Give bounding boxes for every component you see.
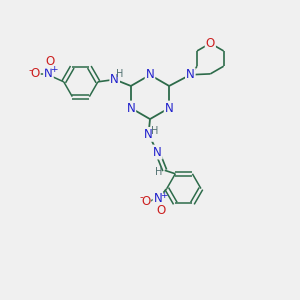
Text: -: - xyxy=(28,65,32,75)
Text: O: O xyxy=(45,55,55,68)
Text: +: + xyxy=(160,191,168,200)
Text: -: - xyxy=(139,192,143,202)
Text: N: N xyxy=(165,101,173,115)
Text: N: N xyxy=(144,128,153,141)
Text: N: N xyxy=(154,192,162,206)
Text: N: N xyxy=(146,68,154,81)
Text: O: O xyxy=(156,204,166,217)
Text: O: O xyxy=(141,195,150,208)
Text: +: + xyxy=(51,65,58,74)
Text: O: O xyxy=(31,67,40,80)
Text: H: H xyxy=(116,70,123,80)
Text: O: O xyxy=(206,37,215,50)
Text: N: N xyxy=(110,73,119,86)
Text: N: N xyxy=(153,146,162,159)
Text: H: H xyxy=(154,167,162,177)
Text: N: N xyxy=(127,101,135,115)
Text: N: N xyxy=(44,67,53,80)
Text: N: N xyxy=(186,68,195,81)
Text: H: H xyxy=(151,126,158,136)
